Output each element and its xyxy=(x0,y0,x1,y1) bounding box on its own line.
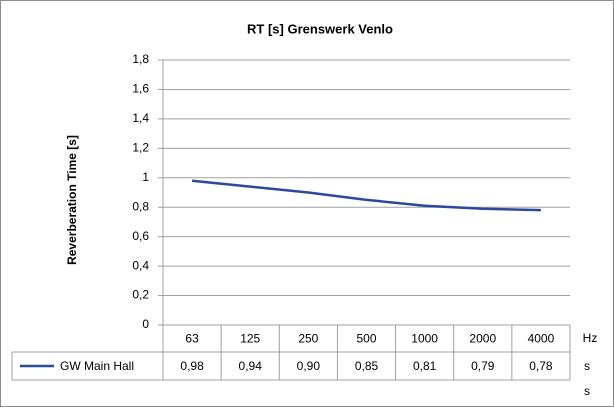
y-tick-label: 0,2 xyxy=(132,288,149,302)
data-label: 0,81 xyxy=(413,359,437,373)
table-unit: s xyxy=(584,359,590,373)
data-label: 0,90 xyxy=(297,359,321,373)
y-tick-label: 0,8 xyxy=(132,199,149,213)
y-tick-label: 1,6 xyxy=(132,82,149,96)
y-tick-label: 0,4 xyxy=(132,258,149,272)
data-label: 0,94 xyxy=(239,359,263,373)
y-tick-label: 0 xyxy=(142,317,149,331)
data-label: 0,98 xyxy=(180,359,204,373)
y-tick-label: 0,6 xyxy=(132,229,149,243)
x-tick-label: 500 xyxy=(356,332,376,346)
x-tick-label: 4000 xyxy=(528,332,555,346)
y-tick-label: 1,2 xyxy=(132,141,149,155)
x-tick-label: 250 xyxy=(298,332,318,346)
legend-label: GW Main Hall xyxy=(60,359,134,373)
y-axis-title: Reverberation Time [s] xyxy=(65,135,79,265)
x-tick-label: 1000 xyxy=(411,332,438,346)
data-label: 0,85 xyxy=(355,359,379,373)
x-tick-label: 125 xyxy=(240,332,260,346)
y-tick-label: 1,8 xyxy=(132,52,149,66)
series-line xyxy=(191,179,541,212)
data-label: 0,79 xyxy=(471,359,495,373)
x-tick-label: 2000 xyxy=(469,332,496,346)
y-tick-label: 1 xyxy=(142,170,149,184)
table-unit: s xyxy=(584,384,590,398)
data-label: 0,78 xyxy=(529,359,553,373)
x-tick-label: 63 xyxy=(185,332,199,346)
chart-title: RT [s] Grenswerk Venlo xyxy=(247,21,393,36)
x-unit: Hz xyxy=(583,331,598,345)
y-tick-label: 1,4 xyxy=(132,111,149,125)
